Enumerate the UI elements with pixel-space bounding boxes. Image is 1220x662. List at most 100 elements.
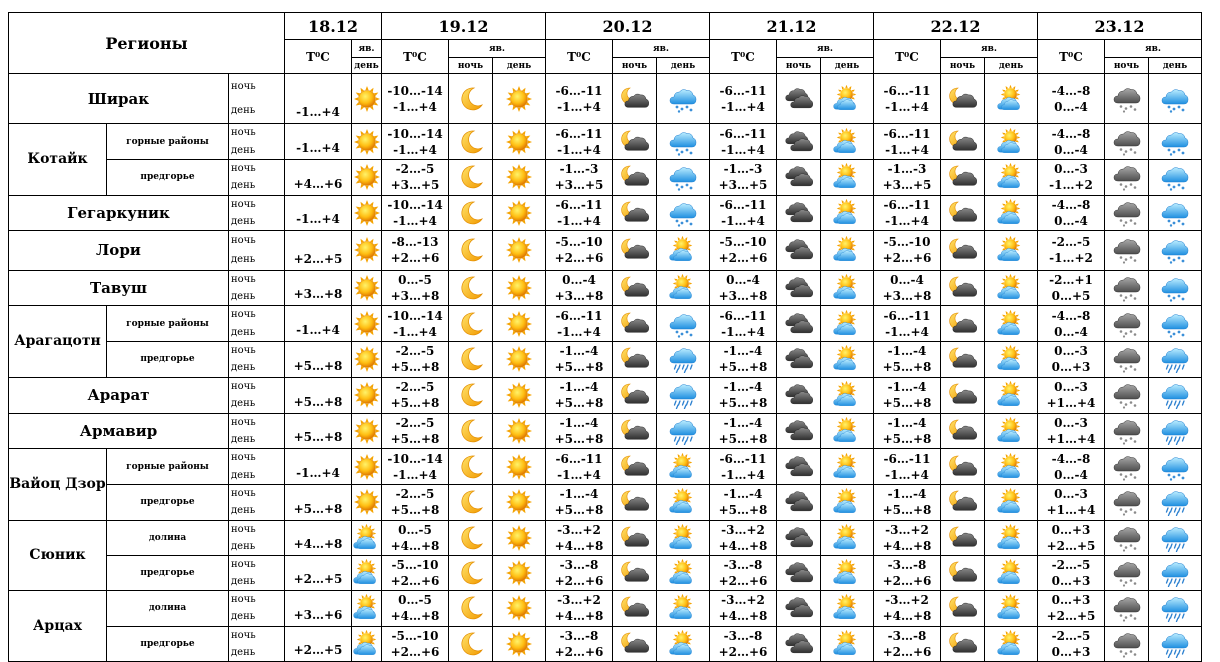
temp-night-value: -5…-10 — [883, 235, 931, 249]
moon-cloud-icon — [614, 488, 656, 516]
temp-night-value: -2…-5 — [1051, 235, 1091, 249]
moon-cloud-icon — [942, 310, 984, 338]
temp-night-value: -1…-4 — [559, 344, 599, 359]
night-header: ночь — [940, 57, 985, 74]
weather-icon-cell — [351, 305, 382, 342]
weather-icon-cell — [612, 376, 657, 414]
temp-day-value: +3…+8 — [718, 288, 768, 303]
temp-night-value: -3…-8 — [887, 557, 927, 572]
weather-icon-cell — [776, 554, 821, 591]
temp-range-cell: -5…-10 +2…+6 — [873, 229, 941, 271]
temp-header: T⁰C — [709, 39, 777, 74]
dark-clouds-icon — [778, 236, 820, 264]
temp-day-value: +1…+4 — [1046, 396, 1096, 410]
temp-night-value: -2…-5 — [395, 487, 435, 502]
sun-cloud-icon — [352, 629, 381, 658]
temp-day-value: +5…+8 — [390, 503, 440, 518]
cloud-snow-icon — [1150, 163, 1201, 191]
day-header: день — [1148, 57, 1202, 74]
temp-day-value: +5…+8 — [882, 503, 932, 518]
weather-icon-cell — [351, 229, 382, 271]
weather-icon-cell — [448, 519, 493, 556]
weather-icon-cell — [940, 229, 985, 271]
gray-cloud-snow-icon — [1106, 594, 1148, 622]
weather-icon-cell — [1104, 194, 1149, 231]
temp-day-value: -1…+4 — [721, 213, 765, 228]
temp-header: T⁰C — [545, 39, 613, 74]
moon-icon — [450, 417, 492, 445]
weather-icon-cell — [940, 554, 985, 591]
sun-icon — [353, 381, 381, 409]
weather-icon-cell — [656, 194, 710, 231]
temp-night-value: -3…-8 — [723, 557, 763, 572]
weather-icon-cell — [984, 305, 1038, 342]
weather-icon-cell — [1104, 159, 1149, 196]
temp-night-value: -10…-14 — [387, 308, 443, 323]
temp-day-value: -1…+4 — [393, 324, 437, 339]
moon-cloud-icon — [614, 417, 656, 445]
temp-range-cell: -2…-5 +5…+8 — [381, 484, 449, 521]
yav-header: яв. — [1104, 39, 1202, 58]
weather-icon-cell — [656, 554, 710, 591]
table-row: день — [9, 395, 1202, 414]
weather-icon-cell — [448, 376, 493, 414]
temp-day-value: +4…+8 — [882, 538, 932, 553]
weather-icon-cell — [820, 73, 874, 124]
moon-icon — [450, 630, 492, 658]
temp-range-cell: -6…-11 -1…+4 — [873, 73, 941, 124]
temp-range-cell: -6…-11 -1…+4 — [709, 448, 777, 485]
table-row: Гегаркуник ночь -1…+4 -10…-14 -1…+4 -6…-11 -1…… — [8, 194, 1202, 231]
day-short-header: день — [351, 57, 382, 74]
weather-icon-cell — [492, 305, 546, 342]
sun-cloud-icon — [658, 523, 709, 552]
sun-cloud-icon — [986, 381, 1037, 409]
temp-day-value: -1…+4 — [296, 466, 340, 480]
weather-icon-cell — [940, 305, 985, 342]
moon-icon — [450, 488, 492, 516]
temp-day-value: -1…+4 — [296, 141, 340, 155]
temp-day-value: +4…+8 — [718, 538, 768, 553]
weather-icon-cell — [448, 305, 493, 342]
weather-icon-cell — [820, 484, 874, 521]
region-name: Арцах — [8, 589, 107, 662]
temp-day-value: -1…+4 — [557, 467, 601, 482]
temp-night-value: -1…-4 — [887, 344, 927, 359]
sun-cloud-icon — [658, 452, 709, 481]
temp-day-value: -1…+4 — [885, 142, 929, 157]
cloud-rain-icon — [1150, 630, 1201, 658]
temp-day-value: +5…+8 — [390, 396, 440, 410]
night-header: ночь — [448, 57, 493, 74]
temp-range-cell: -10…-14 -1…+4 — [381, 448, 449, 485]
weather-icon-cell — [612, 269, 657, 306]
temp-day-value: -1…+4 — [721, 467, 765, 482]
period-night-label: ночь — [228, 305, 285, 324]
weather-icon-cell — [492, 123, 546, 160]
sun-icon — [494, 594, 545, 622]
sun-cloud-icon — [822, 127, 873, 156]
moon-cloud-icon — [614, 630, 656, 658]
gray-cloud-snow-icon — [1106, 345, 1148, 373]
temp-range-cell: -1…-4 +5…+8 — [709, 376, 777, 414]
sun-cloud-icon — [986, 452, 1037, 481]
temp-night-value: 0…-5 — [398, 272, 432, 287]
cloud-rain-icon — [658, 417, 709, 445]
temp-day-value: +3…+5 — [554, 178, 604, 193]
temp-day-value: -1…+2 — [1049, 251, 1093, 265]
weather-icon-cell — [984, 269, 1038, 306]
temp-night-value: -6…-11 — [719, 126, 767, 141]
weather-icon-cell — [448, 412, 493, 449]
weather-icon-cell — [351, 269, 382, 306]
temp-day-value: +2…+6 — [718, 573, 768, 588]
weather-icon-cell — [492, 412, 546, 449]
temp-night-value: 0…+3 — [1051, 522, 1091, 537]
gray-cloud-snow-icon — [1106, 274, 1148, 302]
weather-icon-cell — [940, 269, 985, 306]
moon-icon — [450, 524, 492, 552]
period-day-label: день — [228, 466, 285, 485]
temp-day-value: +2…+5 — [1046, 538, 1096, 553]
sun-cloud-icon — [986, 629, 1037, 658]
gray-cloud-snow-icon — [1106, 559, 1148, 587]
weather-icon-cell — [612, 194, 657, 231]
temp-18-12: +5…+8 — [284, 412, 352, 449]
dark-clouds-icon — [778, 274, 820, 302]
